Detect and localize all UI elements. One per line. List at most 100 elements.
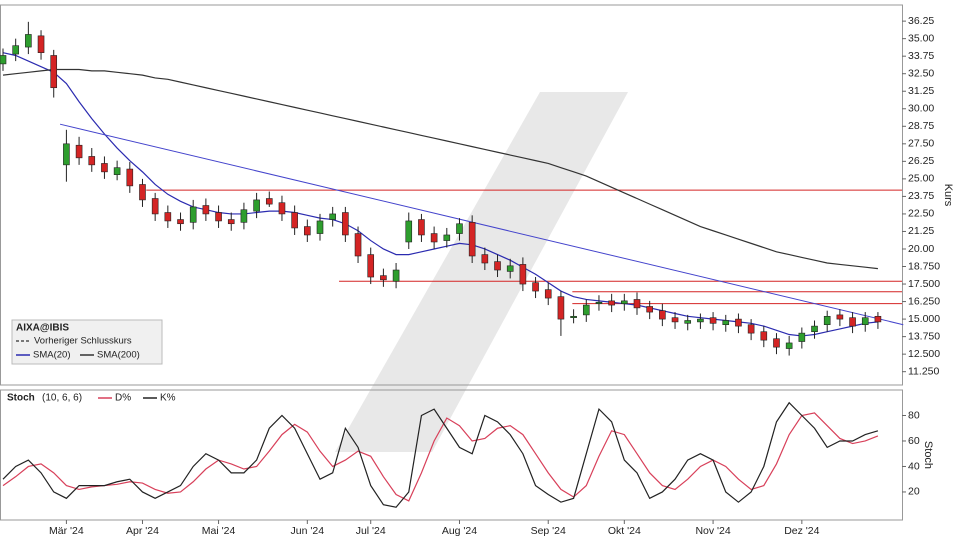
candle-body: [608, 300, 615, 306]
candle-body: [633, 299, 641, 309]
candle-body: [582, 304, 590, 316]
candle-body: [519, 264, 527, 285]
y-tick-label: 27.50: [908, 138, 934, 150]
candle-body: [37, 35, 45, 53]
candle-body: [151, 198, 159, 215]
legend-label: Vorheriger Schlusskurs: [34, 336, 132, 347]
y-tick-label: 35.00: [908, 32, 934, 44]
y-tick-label: 26.25: [908, 155, 934, 167]
candle-body: [671, 317, 679, 323]
legend-title: AIXA@IBIS: [16, 323, 69, 334]
candle-body: [12, 45, 19, 55]
y-tick-label: 17.500: [908, 278, 940, 290]
candle-body: [430, 233, 438, 243]
candle-body: [380, 275, 387, 281]
candle-body: [215, 212, 222, 222]
x-tick-label: Nov '24: [695, 525, 730, 537]
candle-body: [418, 219, 425, 236]
y-tick-label: 23.75: [908, 190, 934, 202]
x-tick-label: Mai '24: [202, 525, 236, 537]
sma-line: [2, 52, 878, 337]
y-tick-label: 15.000: [908, 313, 940, 325]
candle-body: [88, 156, 96, 166]
candle-body: [659, 310, 666, 320]
candle-body: [481, 254, 489, 264]
y-tick-label: 25.00: [908, 173, 934, 185]
x-tick-label: Mär '24: [49, 525, 84, 537]
y-tick-label: 11.250: [908, 365, 939, 377]
watermark: [335, 92, 628, 452]
legend-label: K%: [160, 393, 176, 404]
candle-body: [0, 55, 7, 65]
candle-body: [861, 317, 869, 326]
legend-label: SMA(200): [97, 350, 140, 361]
candle-body: [164, 212, 172, 222]
candle-body: [697, 318, 704, 323]
candle-body: [874, 315, 882, 323]
candle-body: [722, 320, 730, 326]
y-tick-label: 21.25: [908, 225, 934, 237]
legend-label: D%: [115, 393, 131, 404]
stoch-line: [2, 412, 879, 502]
candle-body: [684, 320, 692, 324]
candle-body: [773, 338, 780, 348]
candle-body: [329, 213, 336, 220]
candle-body: [304, 226, 311, 236]
candle-body: [113, 167, 121, 175]
trend-line: [59, 123, 904, 326]
stoch-params: (10, 6, 6): [42, 393, 82, 404]
candle-body: [709, 317, 717, 324]
candle-body: [849, 317, 856, 327]
candle-body: [316, 220, 324, 234]
candle-body: [570, 315, 577, 318]
candle-body: [291, 212, 298, 229]
y-axis-label: Stoch: [922, 441, 934, 469]
y-tick-label: 60: [908, 435, 920, 447]
candle-body: [392, 269, 400, 282]
candle-body: [646, 306, 653, 313]
candle-body: [544, 289, 552, 299]
candle-body: [443, 234, 451, 241]
candle-body: [202, 205, 210, 215]
candle-body: [354, 233, 362, 257]
candle-body: [760, 331, 768, 341]
candle-body: [63, 143, 70, 166]
candle-body: [823, 315, 831, 326]
legend: AIXA@IBIS Vorheriger Schlusskurs SMA(20) S…: [11, 319, 163, 365]
sma-line: [2, 68, 878, 270]
y-tick-label: 20: [908, 486, 920, 498]
y-tick-label: 80: [908, 409, 920, 421]
candle-body: [25, 34, 32, 48]
candle-body: [836, 314, 844, 320]
x-tick-label: Sep '24: [531, 525, 566, 537]
candle-body: [456, 223, 463, 234]
candle-body: [278, 202, 286, 215]
candle-body: [75, 144, 83, 159]
candle-body: [126, 168, 134, 187]
candle-body: [811, 325, 818, 333]
y-tick-label: 13.750: [908, 330, 940, 342]
candle-body: [139, 184, 146, 201]
candle-body: [494, 261, 501, 271]
y-tick-label: 20.00: [908, 243, 934, 255]
candle-body: [405, 220, 413, 243]
candle-body: [177, 219, 184, 225]
candle-body: [747, 324, 755, 334]
candle-body: [189, 206, 197, 223]
candle-body: [253, 199, 260, 212]
legend-label: SMA(20): [33, 350, 70, 361]
y-tick-label: 40: [908, 460, 920, 472]
x-tick-label: Apr '24: [126, 525, 159, 537]
candle-body: [595, 301, 603, 304]
y-tick-label: 28.75: [908, 120, 934, 132]
y-tick-label: 22.50: [908, 208, 934, 220]
x-tick-label: Jul '24: [356, 525, 386, 537]
candle-body: [227, 219, 235, 225]
y-axis-label: Kurs: [942, 184, 954, 207]
y-tick-label: 33.75: [908, 50, 934, 62]
stoch-line: [2, 401, 879, 508]
y-tick-label: 18.750: [908, 260, 940, 272]
legend-box: [11, 319, 163, 365]
price-frame: [0, 4, 903, 386]
